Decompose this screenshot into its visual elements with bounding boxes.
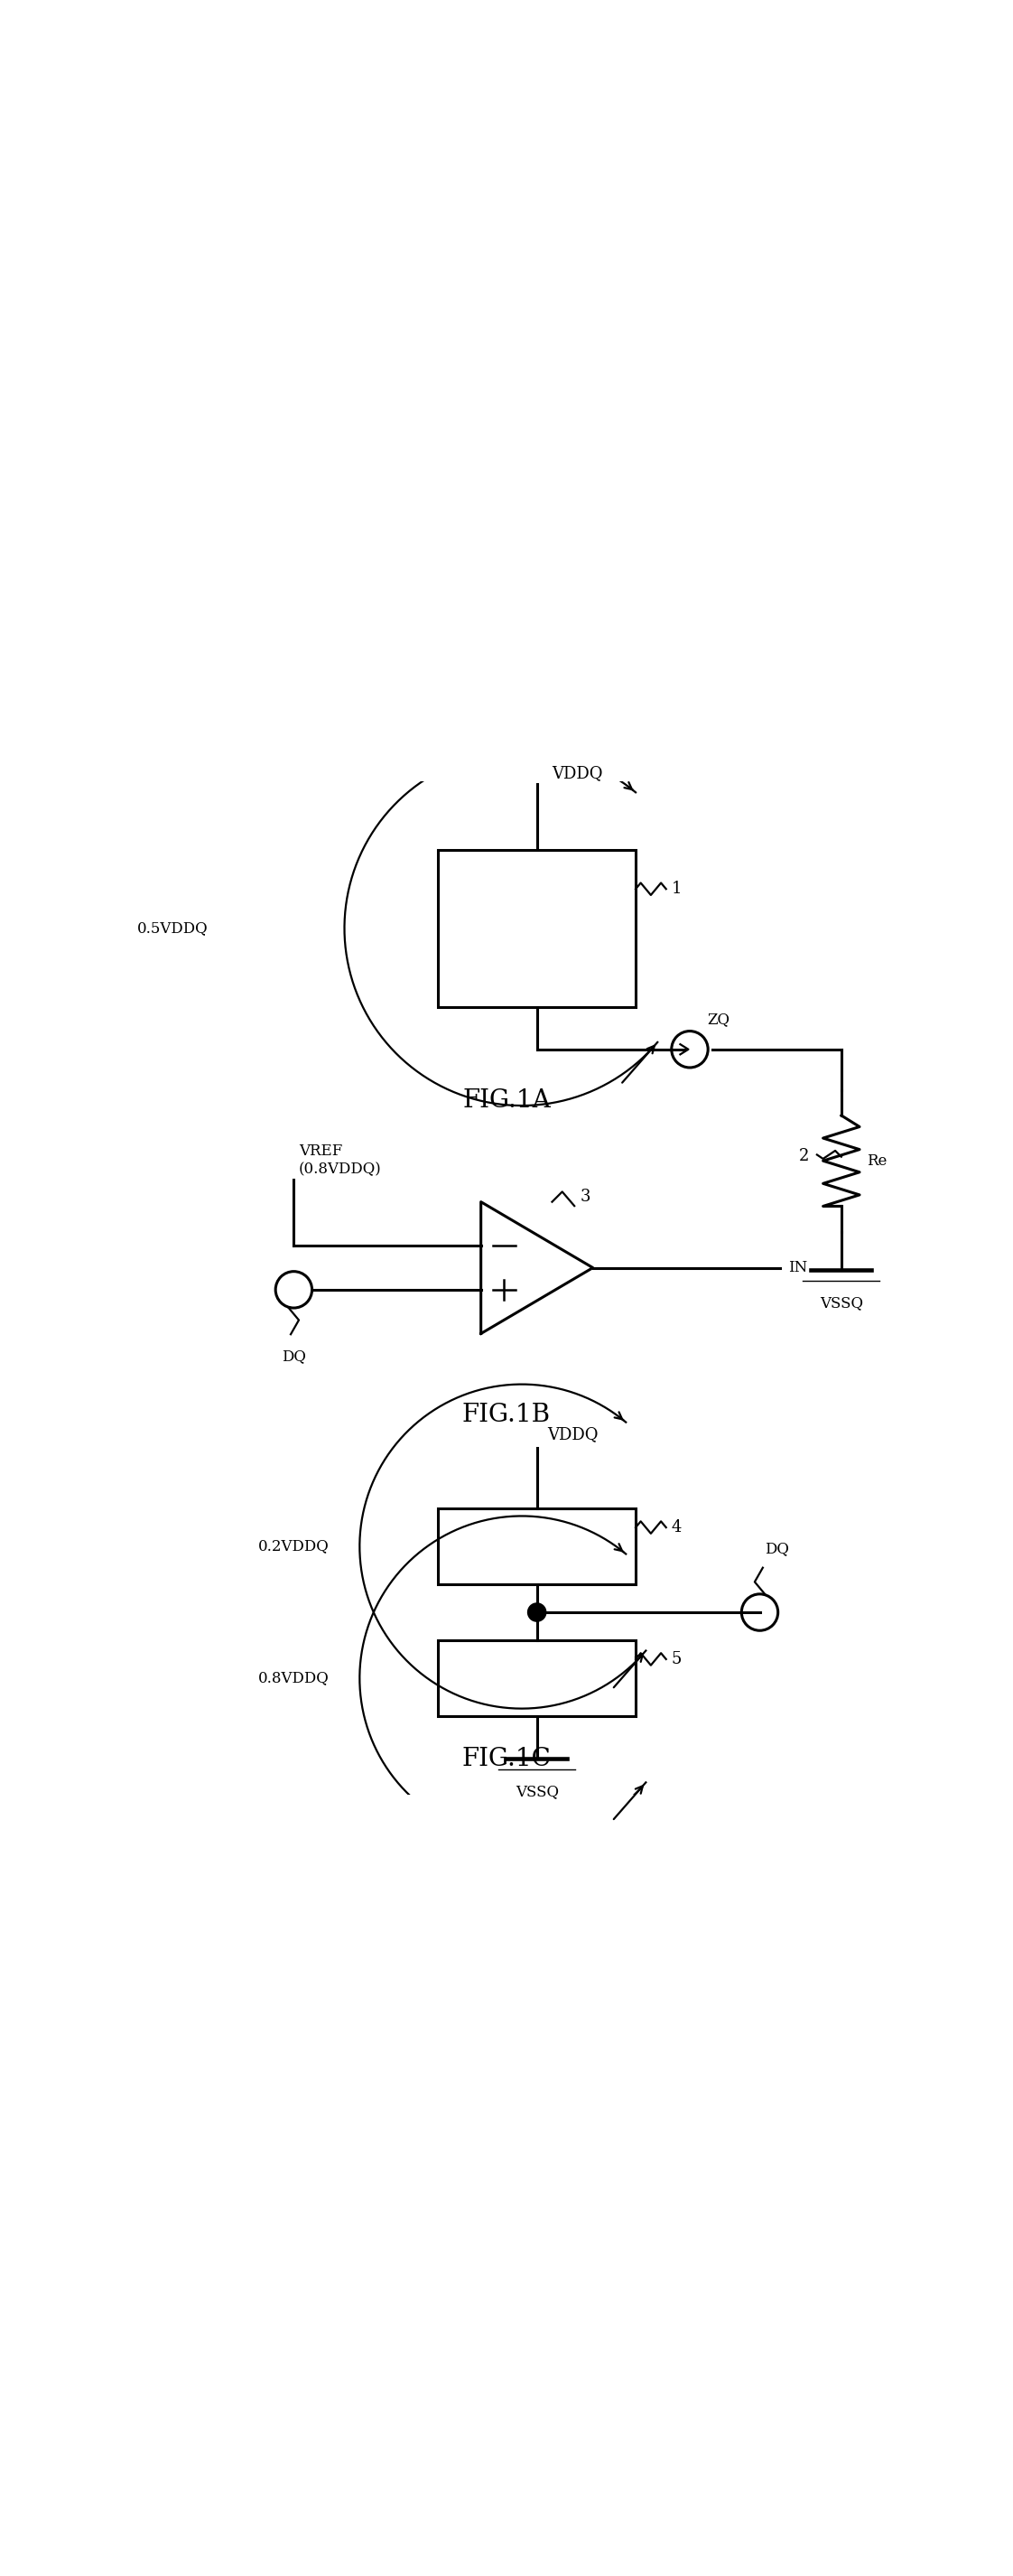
Text: FIG.1B: FIG.1B [462,1401,551,1427]
Text: VDDQ: VDDQ [547,1427,598,1443]
Text: IN: IN [788,1260,807,1275]
Text: DQ: DQ [765,1540,789,1556]
Text: 0.2VDDQ: 0.2VDDQ [258,1538,329,1553]
Text: 5: 5 [671,1651,682,1667]
Text: FIG.1A: FIG.1A [462,1087,551,1113]
Text: 0.8VDDQ: 0.8VDDQ [258,1669,329,1685]
Text: ZQ: ZQ [707,1012,730,1028]
Circle shape [528,1602,546,1620]
Text: DQ: DQ [282,1347,306,1363]
Bar [438,1641,636,1716]
Text: FIG.1C: FIG.1C [462,1747,551,1772]
Text: 4: 4 [671,1520,682,1535]
Text: VSSQ: VSSQ [820,1296,863,1311]
Text: 2: 2 [798,1149,809,1164]
Text: 3: 3 [580,1188,591,1206]
Text: VDDQ: VDDQ [552,765,603,781]
Bar [438,850,636,1007]
Text: 1: 1 [671,881,682,896]
Bar [438,1510,636,1584]
Text: VREF
(0.8VDDQ): VREF (0.8VDDQ) [299,1144,382,1177]
Text: VSSQ: VSSQ [516,1785,558,1801]
Text: Re: Re [867,1154,886,1170]
Text: 0.5VDDQ: 0.5VDDQ [137,920,208,935]
